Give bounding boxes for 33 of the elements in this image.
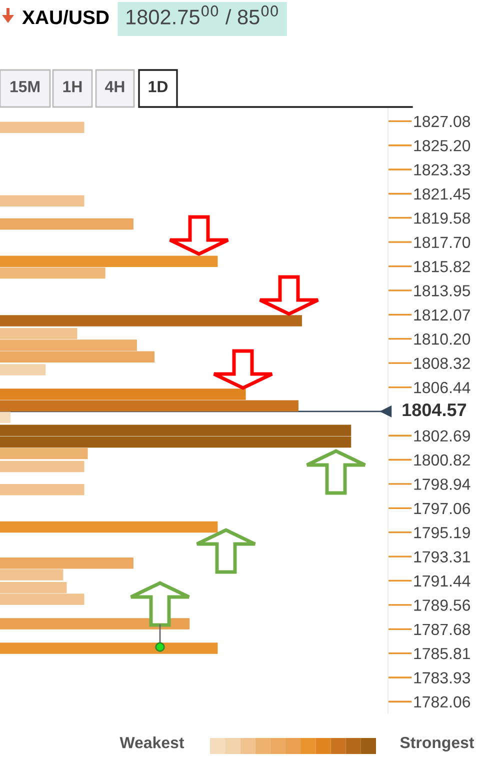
- y-tick-label: 1797.06: [414, 502, 470, 514]
- y-tick-label: 1793.31: [414, 551, 470, 563]
- y-tick-label: 1825.20: [414, 140, 470, 152]
- text: Strongest: [400, 736, 474, 752]
- y-tick-label: 1812.07: [414, 309, 470, 321]
- y-tick-label: 1815.82: [414, 260, 470, 272]
- text: 1D: [148, 81, 168, 92]
- y-tick-label: 1819.58: [414, 212, 470, 224]
- chart-subtitle: 1802.75$^{00}$ / 85$^{00}$: [126, 5, 278, 24]
- y-tick-label: 1782.06: [414, 696, 470, 708]
- y-tick-label: 1821.45: [414, 188, 470, 200]
- y-tick-label: 1787.68: [414, 624, 470, 636]
- text: 4H: [105, 81, 124, 92]
- y-tick-label: 1795.19: [414, 526, 470, 538]
- text: 15M: [10, 81, 40, 92]
- y-tick-label: 1808.32: [414, 358, 470, 369]
- ref-line-label: 1804.57: [402, 403, 466, 416]
- y-tick-label: 1802.69: [414, 430, 470, 442]
- y-tick-label: 1810.20: [414, 333, 470, 345]
- y-tick-label: 1827.08: [414, 116, 470, 128]
- y-tick-label: 1791.44: [414, 575, 470, 587]
- y-tick-label: 1783.93: [414, 672, 470, 684]
- y-tick-label: 1817.70: [414, 236, 470, 248]
- y-tick-label: 1823.33: [414, 164, 470, 176]
- y-tick-label: 1806.44: [414, 382, 470, 394]
- text: 1H: [63, 81, 82, 92]
- y-tick-label: 1785.81: [414, 648, 470, 660]
- y-tick-label: 1813.95: [414, 285, 470, 296]
- y-tick-label: 1798.94: [414, 478, 470, 490]
- y-tick-label: 1789.56: [414, 600, 470, 611]
- chart-title: XAU/USD: [22, 10, 109, 24]
- y-tick-label: 1800.82: [414, 454, 470, 466]
- text: Weakest: [120, 736, 184, 748]
